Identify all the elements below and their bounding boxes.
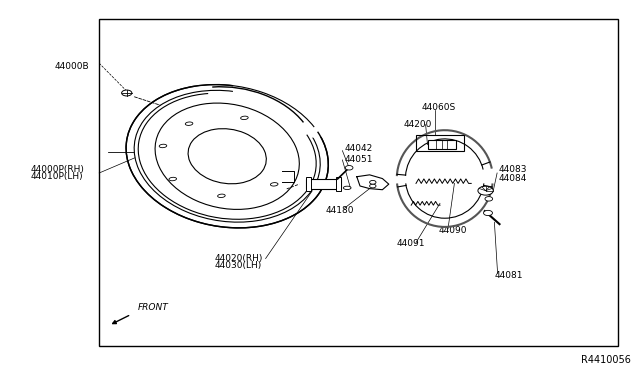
Ellipse shape (271, 183, 278, 186)
Circle shape (370, 180, 376, 184)
Ellipse shape (134, 90, 320, 222)
Ellipse shape (159, 144, 167, 148)
Circle shape (478, 186, 493, 195)
Text: 44000P(RH): 44000P(RH) (30, 165, 84, 174)
Ellipse shape (169, 177, 177, 181)
Bar (428, 140, 456, 149)
Ellipse shape (186, 122, 193, 125)
Bar (335, 177, 340, 191)
Text: R4410056: R4410056 (580, 355, 630, 365)
Text: 44042: 44042 (344, 144, 372, 153)
Bar (306, 177, 311, 191)
Ellipse shape (188, 129, 266, 184)
Ellipse shape (218, 194, 225, 198)
Ellipse shape (126, 84, 328, 228)
Circle shape (122, 90, 132, 96)
Text: 44051: 44051 (344, 155, 373, 164)
Text: 44081: 44081 (494, 271, 523, 280)
Circle shape (485, 196, 493, 201)
Text: 44180: 44180 (325, 206, 354, 215)
Bar (416, 135, 464, 151)
Text: 44010P(LH): 44010P(LH) (30, 172, 83, 181)
Text: 44091: 44091 (397, 239, 426, 248)
Circle shape (484, 211, 493, 216)
Ellipse shape (344, 186, 351, 190)
Text: FRONT: FRONT (138, 303, 168, 312)
Text: 44090: 44090 (438, 226, 467, 235)
Bar (99, 19, 618, 346)
Circle shape (346, 166, 353, 170)
Wedge shape (234, 63, 372, 145)
Text: 44000B: 44000B (54, 62, 89, 71)
Text: 44084: 44084 (499, 174, 527, 183)
Ellipse shape (241, 116, 248, 119)
Text: 44020(RH): 44020(RH) (214, 254, 263, 263)
Text: 44030(LH): 44030(LH) (214, 262, 262, 270)
Text: 44083: 44083 (499, 165, 527, 174)
Text: 44060S: 44060S (421, 103, 456, 112)
Text: 44200: 44200 (403, 120, 431, 129)
Circle shape (370, 184, 376, 188)
Bar (306, 179, 340, 189)
Ellipse shape (155, 103, 300, 209)
